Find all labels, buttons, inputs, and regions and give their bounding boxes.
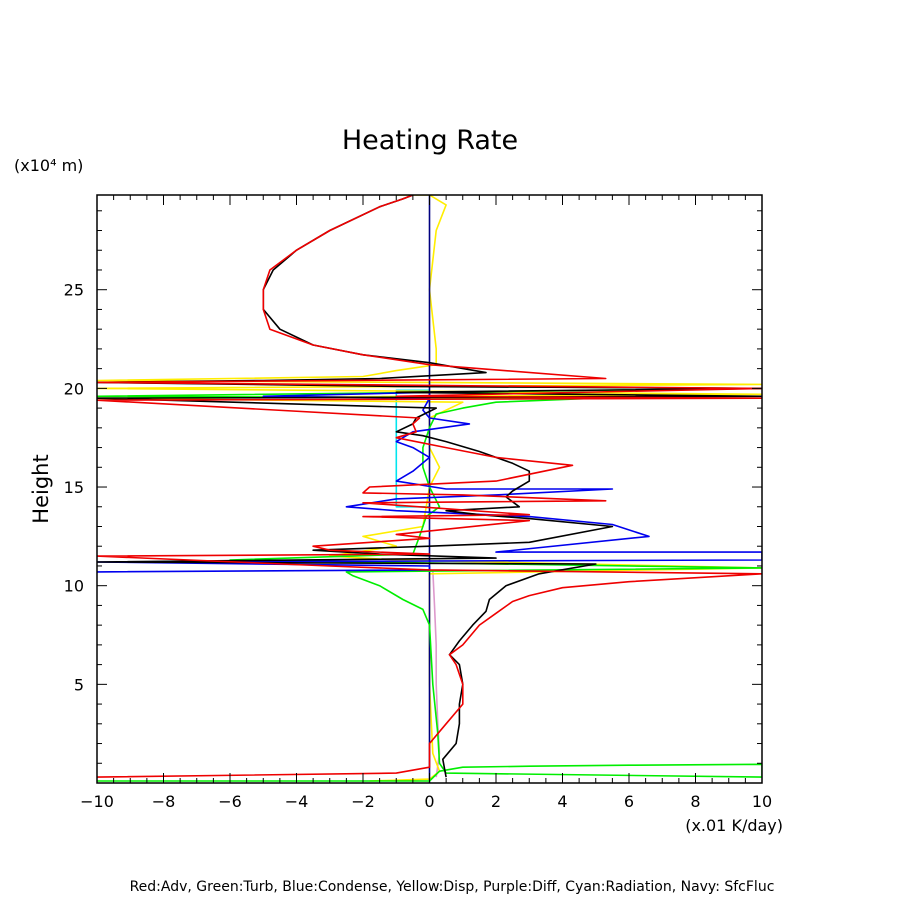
y-tick-label: 25 <box>64 281 84 300</box>
x-axis-label: (x.01 K/day) <box>685 816 783 835</box>
x-tick-label: 6 <box>624 792 634 811</box>
series-line-adv <box>97 195 762 778</box>
x-tick-label: −10 <box>80 792 114 811</box>
chart-title: Heating Rate <box>342 125 518 156</box>
y-tick-label: 5 <box>74 675 84 694</box>
x-tick-label: 0 <box>424 792 434 811</box>
plot-frame <box>96 194 763 784</box>
x-tick-label: 4 <box>557 792 567 811</box>
x-tick-label: −8 <box>152 792 176 811</box>
legend-text: Red:Adv, Green:Turb, Blue:Condense, Yell… <box>130 879 775 895</box>
x-tick-label: −4 <box>285 792 309 811</box>
x-tick-label: 8 <box>690 792 700 811</box>
y-unit-label: (x10⁴ m) <box>14 156 83 175</box>
series-line-turb <box>97 385 762 782</box>
series-line-condense <box>97 391 762 573</box>
x-tick-label: 2 <box>491 792 501 811</box>
y-tick-label: 15 <box>64 478 84 497</box>
y-axis-label: Height <box>29 454 53 523</box>
x-tick-label: 10 <box>752 792 772 811</box>
y-tick-label: 20 <box>64 379 84 398</box>
y-tick-label: 10 <box>64 577 84 596</box>
x-tick-label: −2 <box>351 792 375 811</box>
x-tick-label: −6 <box>218 792 242 811</box>
